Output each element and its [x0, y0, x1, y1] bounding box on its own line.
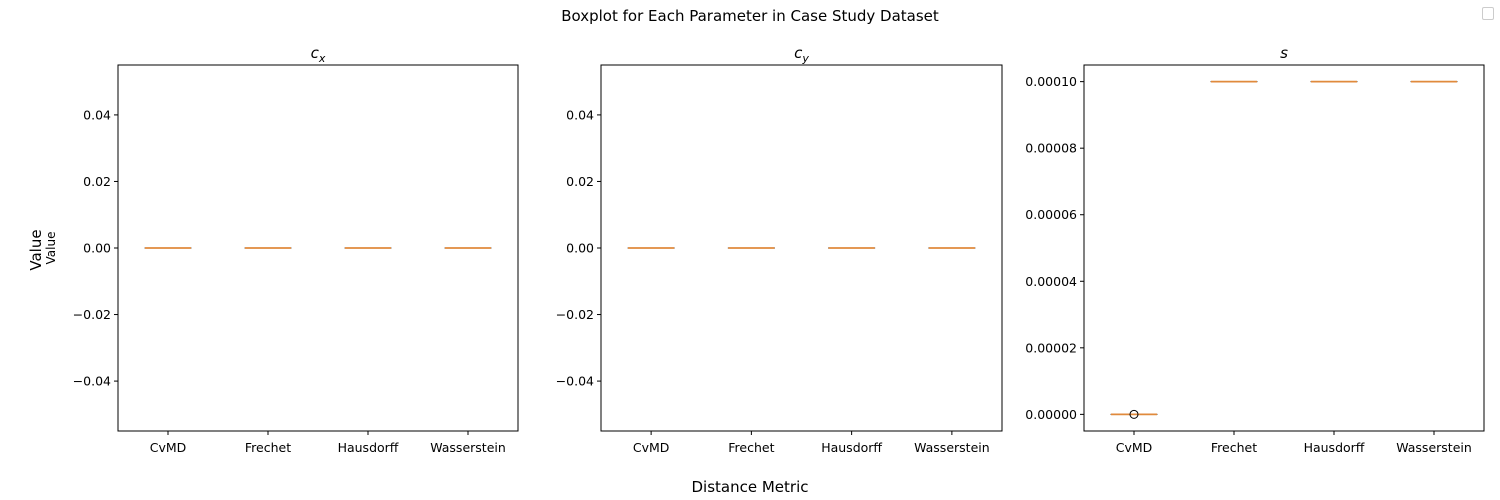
y-tick-label: 0.00000: [1025, 407, 1077, 422]
y-tick-label: 0.00: [566, 241, 594, 256]
x-tick-label: CvMD: [1116, 440, 1153, 455]
subplot-title: s: [1280, 44, 1288, 62]
figure-title: Boxplot for Each Parameter in Case Study…: [561, 7, 939, 25]
x-tick-label: CvMD: [633, 440, 670, 455]
y-tick-label: −0.02: [73, 307, 111, 322]
y-tick-label: 0.00006: [1025, 207, 1077, 222]
figure-x-axis-label: Distance Metric: [691, 478, 809, 496]
y-tick-label: −0.02: [556, 307, 594, 322]
y-tick-label: 0.02: [566, 174, 594, 189]
y-tick-label: 0.02: [83, 174, 111, 189]
x-tick-label: Frechet: [245, 440, 291, 455]
y-tick-label: 0.00010: [1025, 74, 1077, 89]
subplot-title: cy: [794, 44, 809, 65]
y-tick-label: −0.04: [556, 374, 594, 389]
x-tick-label: Wasserstein: [430, 440, 506, 455]
subplot-2: cy −0.04 −0.02 0.00 0.02 0.04 CvMD Frechet Hausd…: [556, 44, 1003, 455]
legend-box: [1482, 7, 1494, 20]
subplot-title: cx: [311, 44, 326, 65]
x-tick-label: Hausdorff: [338, 440, 399, 455]
y-tick-label: 0.04: [83, 107, 111, 122]
x-tick-label: Hausdorff: [1304, 440, 1365, 455]
x-tick-label: Wasserstein: [1396, 440, 1472, 455]
y-tick-label: 0.00008: [1025, 141, 1077, 156]
y-tick-label: 0.00004: [1025, 274, 1077, 289]
subplot-1: cx −0.04 −0.02 0.00 0.02 0.04 CvMD Frechet Hausd…: [73, 44, 519, 455]
x-tick-label: Frechet: [728, 440, 774, 455]
axes-frame: [117, 64, 519, 432]
x-tick-label: CvMD: [150, 440, 187, 455]
box-cvmd: [1110, 409, 1158, 419]
x-tick-label: Hausdorff: [821, 440, 882, 455]
axes-frame: [600, 64, 1003, 432]
outlier-point: [1129, 409, 1139, 419]
y-tick-label: 0.04: [566, 107, 594, 122]
x-tick-label: Frechet: [1211, 440, 1257, 455]
axes-frame: [1083, 64, 1485, 432]
y-tick-label: 0.00002: [1025, 340, 1077, 355]
y-tick-label: −0.04: [73, 374, 111, 389]
subplot-3: s 0.00000 0.00002 0.00004 0.00006 0.00008 0.00…: [1025, 44, 1485, 455]
x-tick-label: Wasserstein: [914, 440, 990, 455]
y-tick-label: 0.00: [83, 241, 111, 256]
